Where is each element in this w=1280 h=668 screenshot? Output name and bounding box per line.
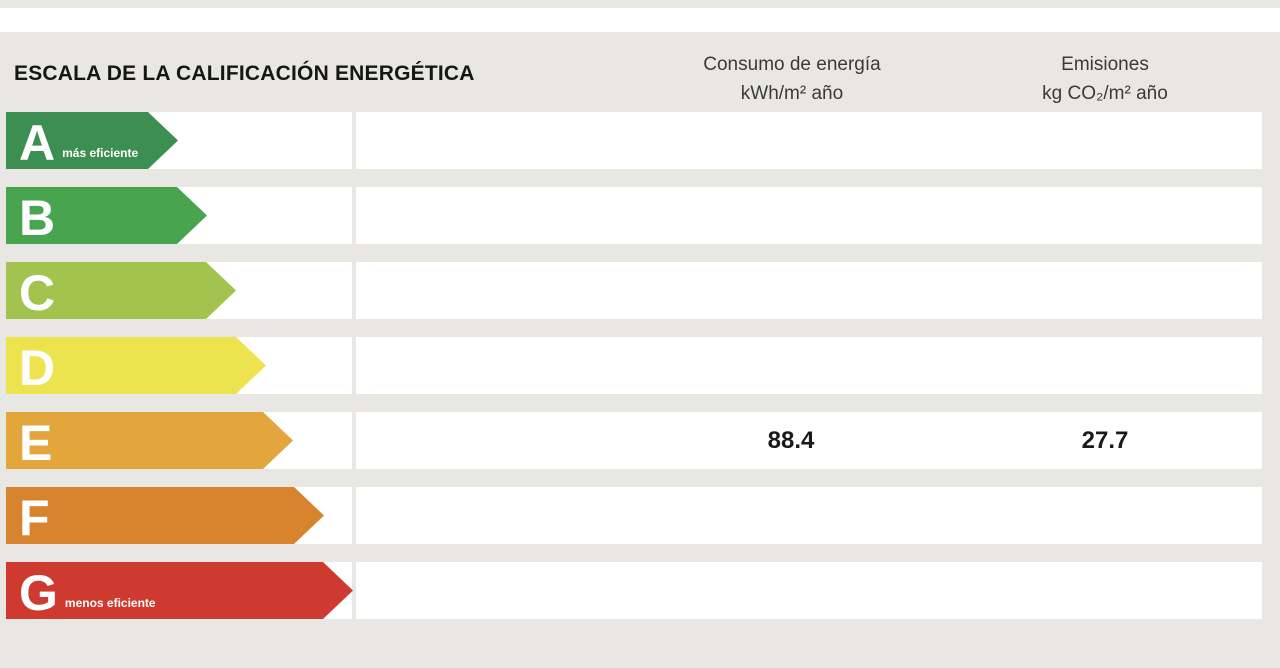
emisiones-value <box>1025 487 1185 544</box>
values-cell: 88.4 27.7 <box>356 412 1262 469</box>
column-header-emisiones: Emisiones kg CO₂/m² año <box>955 50 1255 108</box>
values-cell <box>356 112 1262 169</box>
rating-letter: F <box>19 490 50 546</box>
emisiones-header-line1: Emisiones <box>1061 54 1149 75</box>
rating-row-c: C <box>0 262 1280 319</box>
column-header-consumo: Consumo de energía kWh/m² año <box>642 50 942 108</box>
consumo-value <box>711 112 871 169</box>
emisiones-value <box>1025 562 1185 619</box>
scale-cell: B <box>6 187 352 244</box>
consumo-value <box>711 562 871 619</box>
emisiones-value <box>1025 112 1185 169</box>
emisiones-value-rated: 27.7 <box>1081 426 1129 454</box>
rating-letter: C <box>19 265 56 321</box>
page-title: ESCALA DE LA CALIFICACIÓN ENERGÉTICA <box>14 62 475 85</box>
rating-row-f: F <box>0 487 1280 544</box>
values-cell <box>356 337 1262 394</box>
emisiones-value <box>1025 337 1185 394</box>
consumo-value <box>711 262 871 319</box>
values-cell <box>356 262 1262 319</box>
emisiones-header-line2: kg CO₂/m² año <box>1042 83 1168 104</box>
rating-rows: A más eficiente B <box>0 112 1280 619</box>
rating-letter: G <box>19 565 58 621</box>
rating-row-e: E 88.4 27.7 <box>0 412 1280 469</box>
rating-letter: D <box>19 340 56 396</box>
scale-cell: C <box>6 262 352 319</box>
scale-cell: D <box>6 337 352 394</box>
rating-row-a: A más eficiente <box>0 112 1280 169</box>
rating-arrow-d-icon: D <box>6 337 266 394</box>
rating-arrow-c-icon: C <box>6 262 236 319</box>
rating-arrow-b-icon: B <box>6 187 207 244</box>
rating-row-d: D <box>0 337 1280 394</box>
emisiones-value <box>1025 187 1185 244</box>
values-cell <box>356 487 1262 544</box>
scale-cell: G menos eficiente <box>6 562 352 619</box>
scale-cell: A más eficiente <box>6 112 352 169</box>
rating-letter: E <box>19 415 53 471</box>
emisiones-value <box>1025 262 1185 319</box>
rating-letter: A <box>19 115 56 171</box>
rating-row-b: B <box>0 187 1280 244</box>
rating-arrow-g-icon: G menos eficiente <box>6 562 353 619</box>
consumo-value <box>711 337 871 394</box>
rating-row-g: G menos eficiente <box>0 562 1280 619</box>
consumo-value <box>711 187 871 244</box>
scale-cell: F <box>6 487 352 544</box>
top-divider-strip <box>0 8 1280 32</box>
values-cell <box>356 187 1262 244</box>
consumo-value <box>711 487 871 544</box>
least-efficient-label: menos eficiente <box>64 596 156 610</box>
most-efficient-label: más eficiente <box>62 146 139 160</box>
values-cell <box>356 562 1262 619</box>
rating-letter: B <box>19 190 56 246</box>
consumo-header-line1: Consumo de energía <box>703 54 881 75</box>
rating-arrow-e-icon: E <box>6 412 293 469</box>
consumo-value-rated: 88.4 <box>767 426 815 454</box>
scale-cell: E <box>6 412 352 469</box>
rating-arrow-a-icon: A más eficiente <box>6 112 178 169</box>
consumo-header-line2: kWh/m² año <box>740 83 844 104</box>
rating-arrow-f-icon: F <box>6 487 324 544</box>
